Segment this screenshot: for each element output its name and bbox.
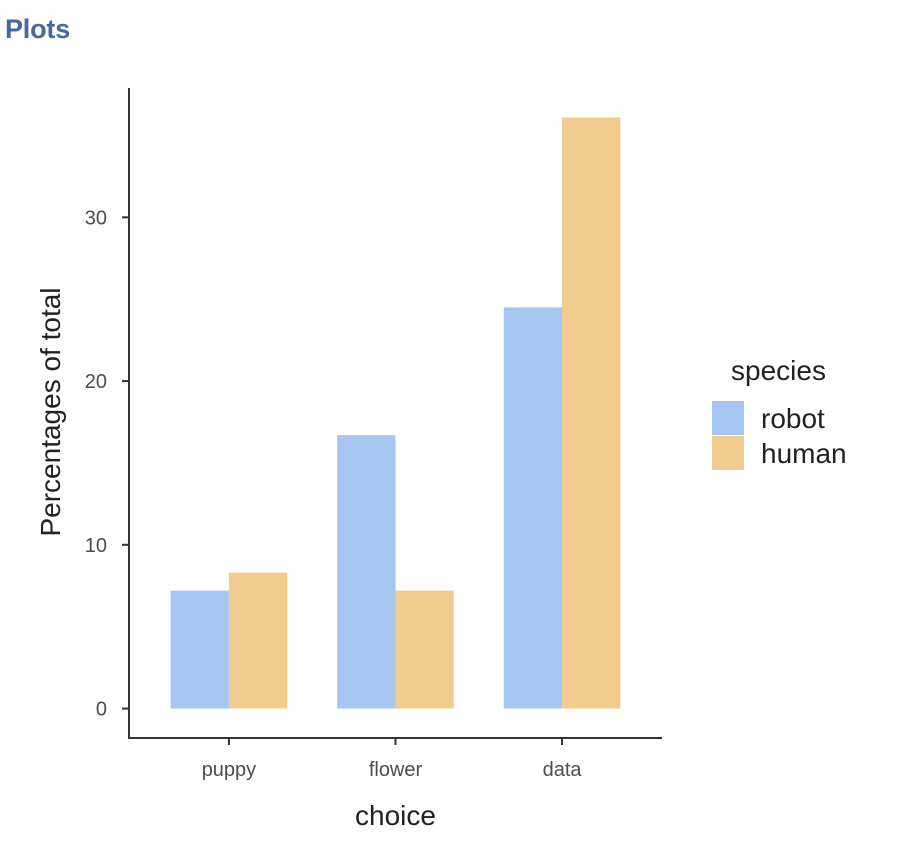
bar-robot-flower	[337, 435, 396, 709]
legend-label-human: human	[761, 438, 847, 469]
bar-robot-puppy	[170, 590, 229, 709]
y-axis-title: Percentages of total	[35, 287, 66, 536]
y-tick-label: 30	[85, 207, 107, 229]
legend: species robot human	[712, 355, 847, 470]
bar-human-data	[562, 117, 621, 709]
y-tick-label: 20	[85, 371, 107, 393]
y-tick-label: 0	[96, 699, 107, 721]
legend-label-robot: robot	[761, 403, 825, 434]
x-tick-label: flower	[369, 759, 423, 781]
x-axis-title: choice	[355, 800, 436, 831]
x-tick-label: data	[543, 759, 583, 781]
y-tick-label: 10	[85, 535, 107, 557]
legend-title: species	[731, 355, 826, 386]
bar-human-puppy	[228, 572, 288, 709]
bars-group	[170, 117, 621, 709]
y-axis-ticks: 0 10 20 30	[85, 207, 129, 721]
legend-key-robot	[712, 401, 744, 435]
legend-key-human	[712, 436, 744, 470]
bar-human-flower	[395, 590, 454, 709]
plots-panel-title: Plots	[5, 14, 71, 44]
bar-robot-data	[503, 307, 563, 709]
x-tick-label: puppy	[202, 759, 257, 781]
x-axis-ticks: puppy flower data	[202, 738, 583, 781]
